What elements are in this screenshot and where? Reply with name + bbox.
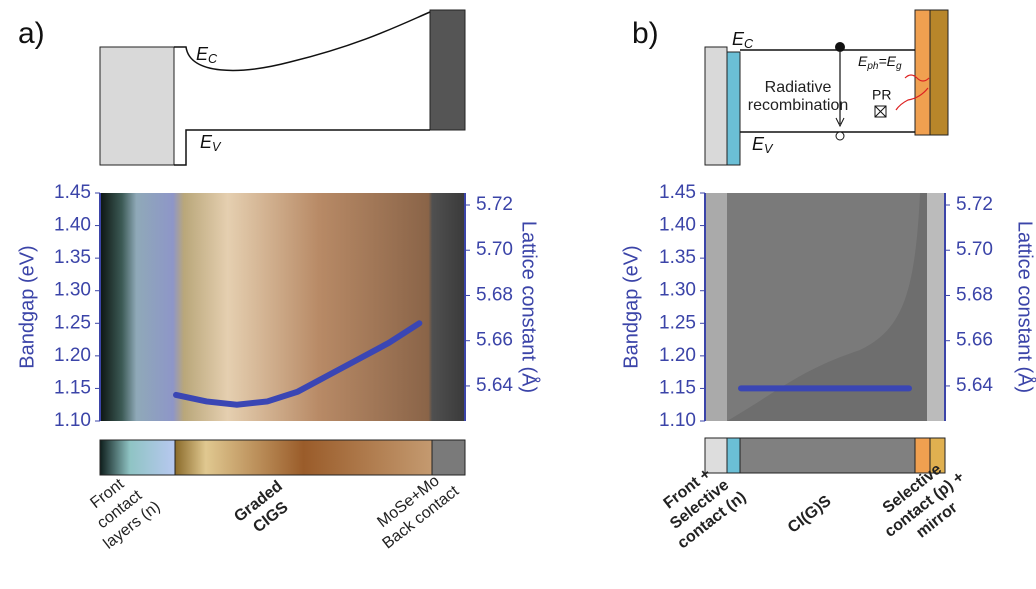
y2-tick-label: 5.72 (476, 194, 513, 215)
band-diagram-b (704, 9, 949, 166)
y-tick-label: 1.35 (659, 247, 696, 268)
y2-axis-title: Lattice constant (Å) (518, 221, 541, 393)
layer-bar-b (704, 437, 946, 474)
y-axis-title: Bandgap (eV) (620, 245, 642, 368)
y-tick-label: 1.25 (659, 312, 696, 333)
layer-label-line: CI(G)S (785, 493, 835, 537)
y2-axis-title: Lattice constant (Å) (1014, 221, 1036, 393)
y2-tick-label: 5.68 (956, 284, 993, 305)
photon-e: E (858, 53, 868, 69)
photon-sub: ph (866, 61, 879, 72)
recombination-label: Radiative (765, 79, 832, 96)
y2-tick-label: 5.68 (476, 284, 513, 305)
y-tick-label: 1.45 (659, 182, 696, 203)
y-tick-label: 1.30 (659, 280, 696, 301)
y2-tick-label: 5.64 (956, 375, 993, 396)
y-axis-title: Bandgap (eV) (16, 245, 38, 368)
band-label-main: E (752, 134, 765, 154)
recombination-label: recombination (748, 97, 849, 114)
panel-label: a) (18, 17, 45, 50)
band-label: EV (200, 132, 222, 155)
pr-label: PR (872, 87, 891, 103)
y-tick-label: 1.40 (54, 215, 91, 236)
sem-image (100, 193, 465, 421)
layer-bar-a (99, 439, 466, 476)
sem-image-edge (927, 193, 945, 421)
data-line (173, 320, 423, 408)
y-tick-label: 1.15 (54, 377, 91, 398)
band-label-sub: C (744, 37, 754, 51)
y2-tick-label: 5.64 (476, 375, 513, 396)
photon-label: Eph=Eg (858, 53, 902, 72)
band-label-sub: V (764, 142, 774, 156)
band-label-main: E (732, 29, 745, 49)
band-label: EC (196, 44, 218, 67)
band-label: EC (732, 29, 754, 52)
band-diagram-a (99, 9, 466, 166)
y-tick-label: 1.10 (659, 410, 696, 431)
panel-label: b) (632, 17, 659, 50)
y2-tick-label: 5.66 (956, 330, 993, 351)
photon-sub: g (896, 61, 902, 72)
y2-tick-label: 5.66 (476, 330, 513, 351)
y2-tick-label: 5.70 (956, 239, 993, 260)
y-tick-label: 1.45 (54, 182, 91, 203)
y-tick-label: 1.15 (659, 377, 696, 398)
sem-grain (727, 193, 927, 421)
band-label-main: E (200, 132, 213, 152)
layer-label: GradedCIGS (231, 478, 298, 542)
y2-tick-label: 5.72 (956, 194, 993, 215)
photon-eq: =E (878, 53, 896, 69)
band-label-sub: C (208, 52, 218, 66)
y-tick-label: 1.30 (54, 280, 91, 301)
sem-image-edge (705, 193, 727, 421)
y-tick-label: 1.20 (54, 345, 91, 366)
layer-label: MoSe+MoBack contact (367, 467, 462, 553)
layer-label: Frontcontactlayers (n) (76, 467, 164, 553)
y-tick-label: 1.40 (659, 215, 696, 236)
band-label-main: E (196, 44, 209, 64)
layer-label: CI(G)S (785, 493, 835, 537)
band-label-sub: V (212, 140, 222, 154)
y-tick-label: 1.10 (54, 410, 91, 431)
y-tick-label: 1.35 (54, 247, 91, 268)
band-label: EV (752, 134, 774, 157)
y2-tick-label: 5.70 (476, 239, 513, 260)
y-tick-label: 1.25 (54, 312, 91, 333)
y-tick-label: 1.20 (659, 345, 696, 366)
